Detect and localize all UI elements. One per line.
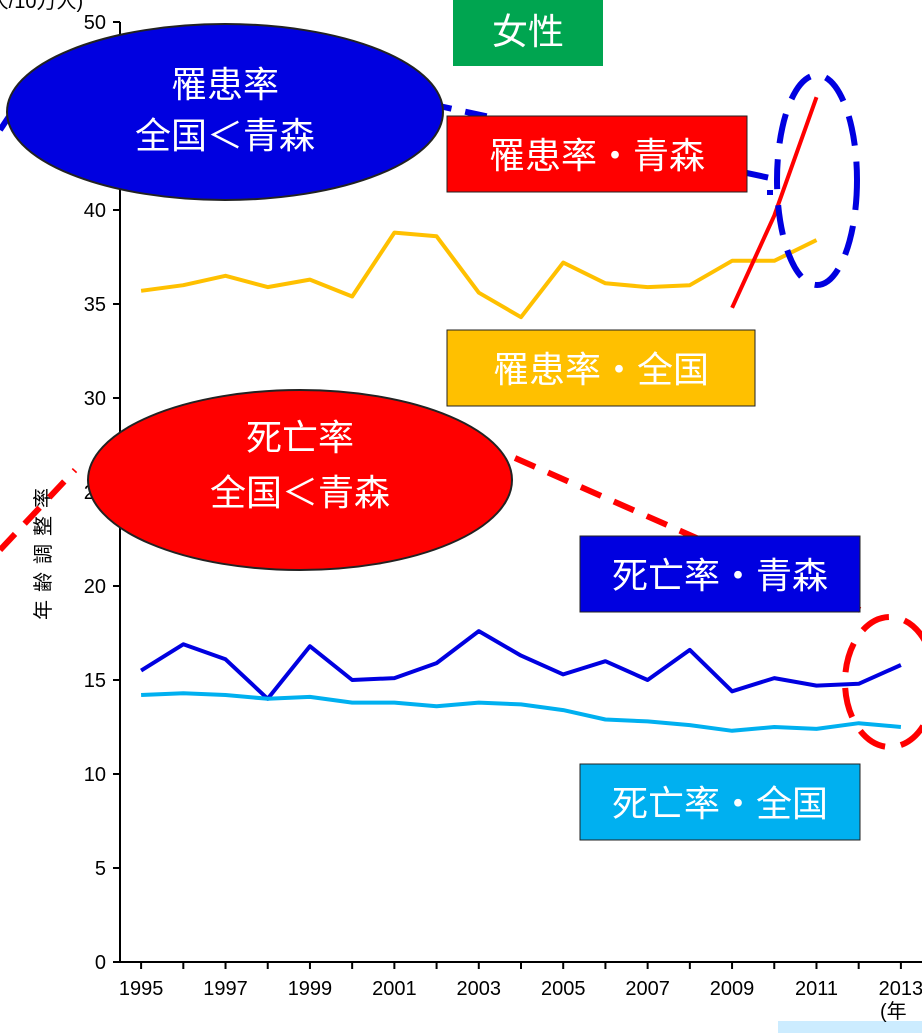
series-line-3 xyxy=(141,691,902,733)
series-label-text: 罹患率・青森 xyxy=(489,136,705,177)
bottom-strip xyxy=(778,1021,922,1033)
y-axis-label-char: 調 xyxy=(31,544,55,564)
x-tick-label: 2007 xyxy=(625,978,670,1000)
x-tick-label: 1999 xyxy=(288,978,333,1000)
x-tick-label: 2009 xyxy=(710,978,755,1000)
x-tick-label: 2003 xyxy=(457,978,502,1000)
x-tick-label: 2001 xyxy=(372,978,417,1000)
incidence-compare-line2: 全国＜青森 xyxy=(135,116,315,157)
series-line-0 xyxy=(140,230,818,320)
y-tick-label: 40 xyxy=(84,200,106,222)
y-axis-label-char: 齢 xyxy=(31,572,55,592)
incidence-highlight-oval xyxy=(774,72,860,288)
series-label-text: 死亡率・全国 xyxy=(612,784,828,825)
x-tick-label: 2011 xyxy=(795,978,838,1000)
incidence-compare-ellipse xyxy=(6,23,444,201)
mortality-compare-ellipse xyxy=(87,389,513,571)
x-ticks: 1995 1997 1999 2001 2003 2005 2007 2009 2011 2013 xyxy=(119,962,922,1000)
title-box xyxy=(453,0,603,66)
y-axis-label-char: 整 xyxy=(31,516,55,536)
series-label-box xyxy=(446,115,748,193)
y-tick-label: 50 xyxy=(84,12,106,34)
series-line-1 xyxy=(730,96,819,309)
mortality-compare-line2: 全国＜青森 xyxy=(210,473,390,514)
y-axis-label-char: 率 xyxy=(31,488,55,508)
incidence-compare-line1: 罹患率 xyxy=(171,65,279,106)
series-lines xyxy=(140,96,902,733)
mortality-dashed-connector xyxy=(513,455,862,613)
x-tick-label: 2013 xyxy=(879,978,922,1000)
x-tick-label: 1995 xyxy=(119,978,164,1000)
series-label-box xyxy=(446,329,756,407)
series-label-text: 死亡率・青森 xyxy=(612,556,828,597)
y-tick-label: 10 xyxy=(84,764,106,786)
y-tick-label: 20 xyxy=(84,576,106,598)
y-tick-label: 35 xyxy=(84,294,106,316)
x-axis-label: (年 xyxy=(880,1000,907,1023)
x-tick-label: 1997 xyxy=(203,978,248,1000)
series-label-text: 罹患率・全国 xyxy=(493,350,709,391)
unit-label: (人/10万人) xyxy=(0,0,83,13)
y-tick-label: 15 xyxy=(84,670,106,692)
x-tick-label: 2005 xyxy=(541,978,586,1000)
series-line-2 xyxy=(140,629,902,701)
series-label-box xyxy=(579,763,861,841)
series-label-box xyxy=(579,535,861,613)
y-axis-label-char: 年 xyxy=(31,600,55,620)
y-tick-label: 30 xyxy=(84,388,106,410)
chart-title: 女性 xyxy=(492,12,564,53)
y-tick-label: 0 xyxy=(95,952,106,974)
y-tick-label: 5 xyxy=(95,858,106,880)
mortality-compare-line1: 死亡率 xyxy=(246,418,354,459)
mortality-dashed-left xyxy=(0,467,78,553)
